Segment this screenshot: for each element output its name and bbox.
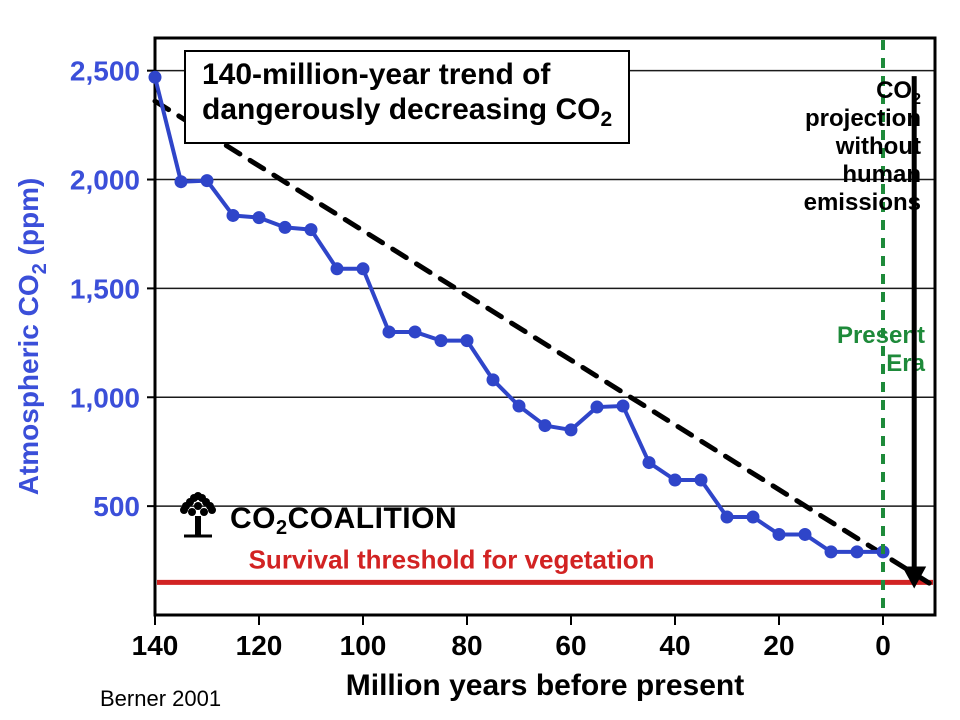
chart-container: 0 20 40 60 80 100 120 140 500 1,000 1,500 2,000 2,50… [0, 0, 960, 720]
svg-text:100: 100 [340, 630, 387, 661]
svg-text:20: 20 [763, 630, 794, 661]
source-label: Berner 2001 [100, 686, 221, 712]
svg-text:human: human [842, 161, 921, 188]
svg-text:120: 120 [236, 630, 283, 661]
svg-text:1,000: 1,000 [70, 382, 140, 413]
svg-text:Era: Era [886, 350, 925, 377]
title-line-1: 140-million-year trend of [202, 58, 550, 91]
svg-text:Survival threshold for vegetat: Survival threshold for vegetation [249, 544, 655, 574]
title-box: 140-million-year trend of dangerously de… [184, 50, 630, 144]
svg-text:without: without [835, 133, 921, 160]
title-line-2a: dangerously decreasing CO [202, 93, 600, 126]
svg-text:CO2COALITION: CO2COALITION [230, 502, 457, 539]
svg-text:80: 80 [451, 630, 482, 661]
title-line-2-sub: 2 [600, 108, 612, 131]
svg-text:emissions: emissions [804, 189, 921, 216]
svg-text:60: 60 [555, 630, 586, 661]
svg-text:40: 40 [659, 630, 690, 661]
svg-text:2,000: 2,000 [70, 165, 140, 196]
source-text: Berner 2001 [100, 686, 221, 711]
svg-text:140: 140 [132, 630, 179, 661]
svg-text:1,500: 1,500 [70, 273, 140, 304]
svg-text:2,500: 2,500 [70, 56, 140, 87]
svg-text:Atmospheric CO2 (ppm): Atmospheric CO2 (ppm) [13, 178, 51, 496]
svg-text:0: 0 [875, 630, 891, 661]
svg-text:projection: projection [805, 105, 921, 132]
svg-text:500: 500 [93, 491, 140, 522]
svg-text:Million years before present: Million years before present [346, 669, 744, 702]
